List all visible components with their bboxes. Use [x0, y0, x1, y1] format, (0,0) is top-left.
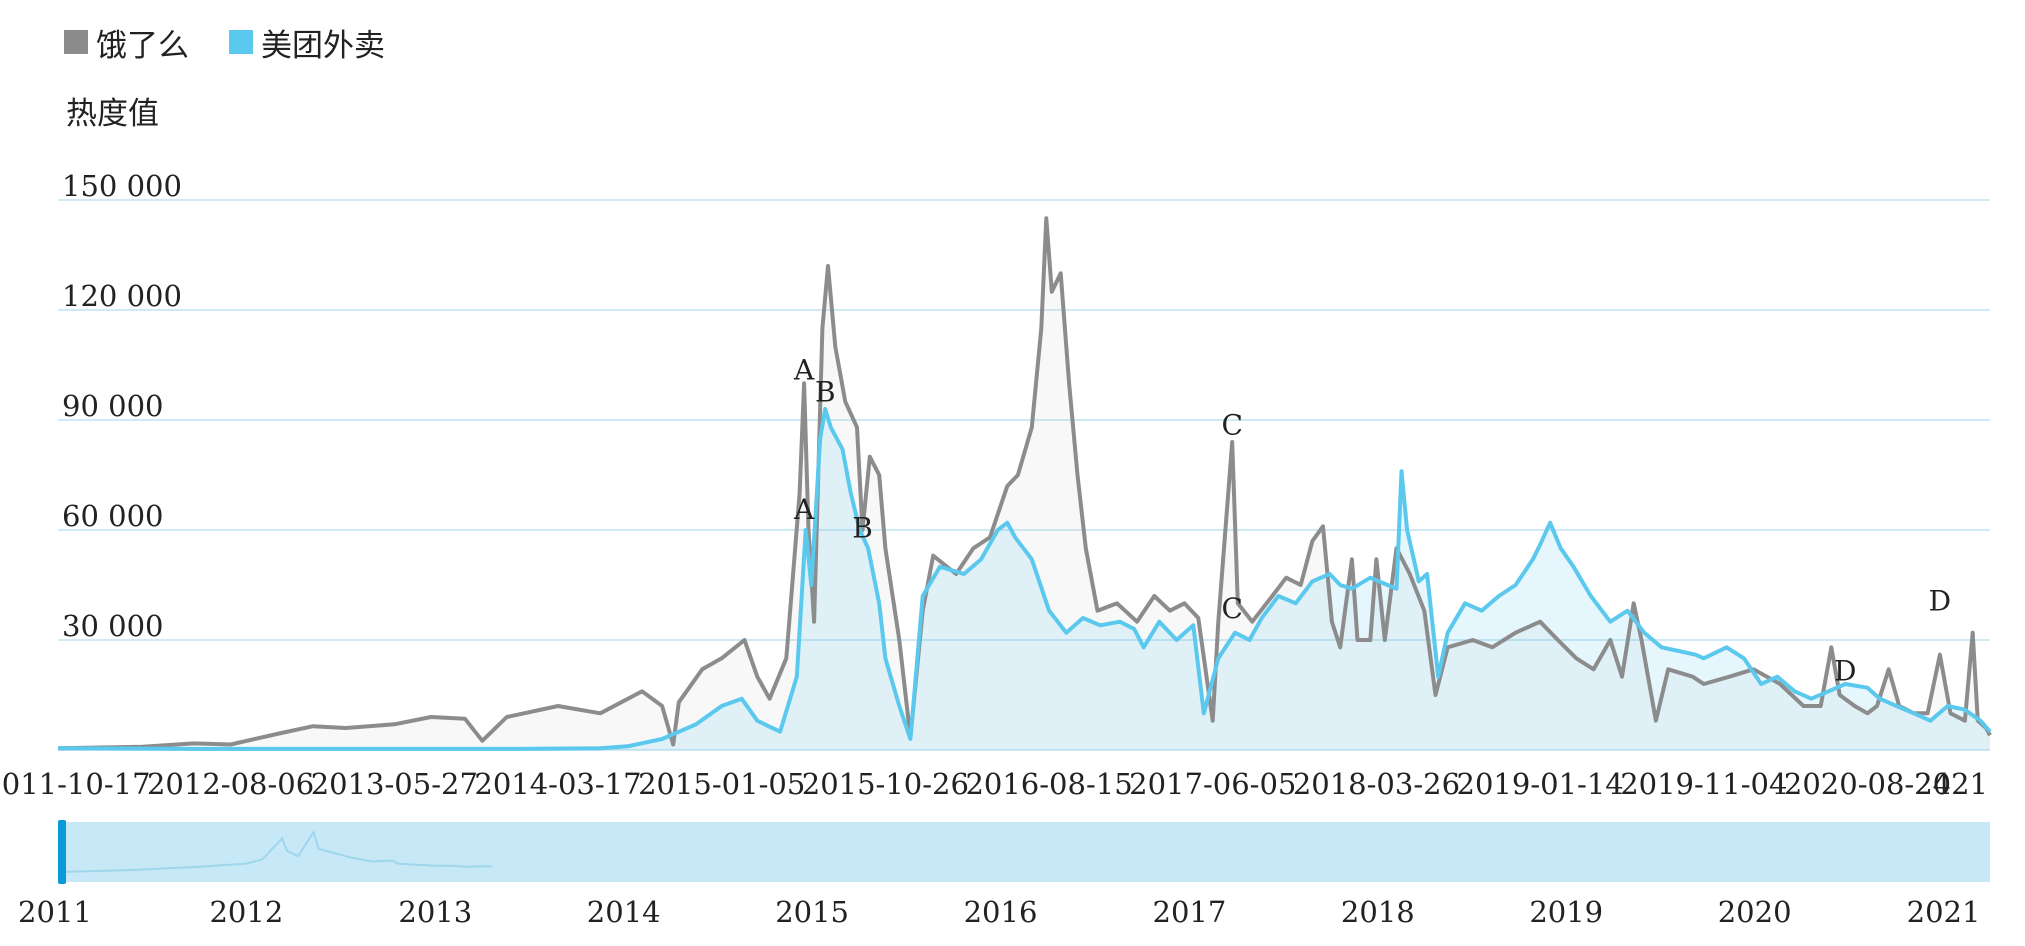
- series-areas: [58, 218, 1990, 751]
- annotation-label: B: [852, 511, 873, 544]
- legend-swatch-meituan: [229, 30, 253, 54]
- x-axis-ticks: 2011-10-172012-08-062013-05-272014-03-17…: [0, 767, 1988, 801]
- x-tick-label: 2014-03-17: [474, 767, 641, 801]
- legend-item-eleme[interactable]: 饿了么: [64, 20, 189, 65]
- navigator-tick-label: 2018: [1341, 895, 1415, 929]
- series-area-1: [58, 409, 1990, 750]
- navigator-tick-label: 2011: [18, 895, 92, 929]
- x-tick-label: 2017-06-05: [1129, 767, 1296, 801]
- navigator-tick-label: 2013: [398, 895, 472, 929]
- series-lines: [57, 216, 1992, 751]
- y-tick-label: 30 000: [62, 609, 163, 643]
- legend-item-meituan[interactable]: 美团外卖: [229, 20, 385, 65]
- navigator-handle-right: [1984, 822, 1990, 882]
- navigator-tick-label: 2021: [1907, 895, 1981, 929]
- navigator-handle-left: [58, 820, 66, 884]
- x-tick-label: 2019-01-14: [1457, 767, 1624, 801]
- y-axis-unit-label: 热度值: [66, 96, 159, 132]
- navigator[interactable]: 2011 2012 2013 2014 2015 2016 2017 2018 2019 2020…: [18, 820, 1990, 929]
- annotation-label: A: [793, 354, 815, 387]
- x-tick-label: 2015-10-26: [802, 767, 969, 801]
- x-tick-label: 2015-01-05: [638, 767, 805, 801]
- y-tick-label: 60 000: [62, 499, 163, 533]
- navigator-tick-label: 2014: [587, 895, 661, 929]
- navigator-tick-label: 2012: [209, 895, 283, 929]
- annotation-label: B: [815, 376, 836, 409]
- y-tick-label: 90 000: [62, 389, 163, 423]
- legend-swatch-eleme: [64, 30, 88, 54]
- x-tick-label: 2012-08-06: [147, 767, 314, 801]
- legend-label-eleme: 饿了么: [96, 27, 189, 64]
- navigator-tick-label: 2020: [1718, 895, 1792, 929]
- x-tick-label: 2016-08-15: [965, 767, 1132, 801]
- navigator-tick-label: 2017: [1153, 895, 1227, 929]
- x-tick-label: 2020-08-24: [1784, 767, 1951, 801]
- navigator-thumbnail-line: [57, 829, 492, 873]
- x-tick-label: 2011-10-17: [0, 767, 151, 801]
- series-area-0: [58, 218, 1990, 751]
- y-tick-label: 120 000: [62, 279, 182, 313]
- navigator-tick-label: 2015: [775, 895, 849, 929]
- y-tick-label: 150 000: [62, 169, 182, 203]
- x-tick-label: 2021: [1914, 767, 1988, 801]
- navigator-background: [58, 822, 1990, 882]
- annotation-label: D: [1929, 585, 1951, 618]
- x-tick-label: 2019-11-04: [1620, 767, 1787, 801]
- x-tick-label: 2018-03-26: [1293, 767, 1460, 801]
- x-tick-label: 2013-05-27: [311, 767, 478, 801]
- series-line-1: [57, 407, 1992, 751]
- navigator-tick-label: 2019: [1529, 895, 1603, 929]
- annotation-label: C: [1222, 409, 1243, 442]
- series-line-0: [57, 216, 1992, 751]
- legend: 饿了么 美团外卖: [64, 18, 425, 66]
- annotation-label: A: [793, 493, 815, 526]
- annotation-label: C: [1222, 592, 1243, 625]
- annotation-label: D: [1834, 654, 1856, 687]
- legend-label-meituan: 美团外卖: [261, 27, 385, 64]
- navigator-tick-label: 2016: [964, 895, 1038, 929]
- y-axis-ticks: 30 000 60 000 90 000 120 000 150 000: [62, 169, 182, 643]
